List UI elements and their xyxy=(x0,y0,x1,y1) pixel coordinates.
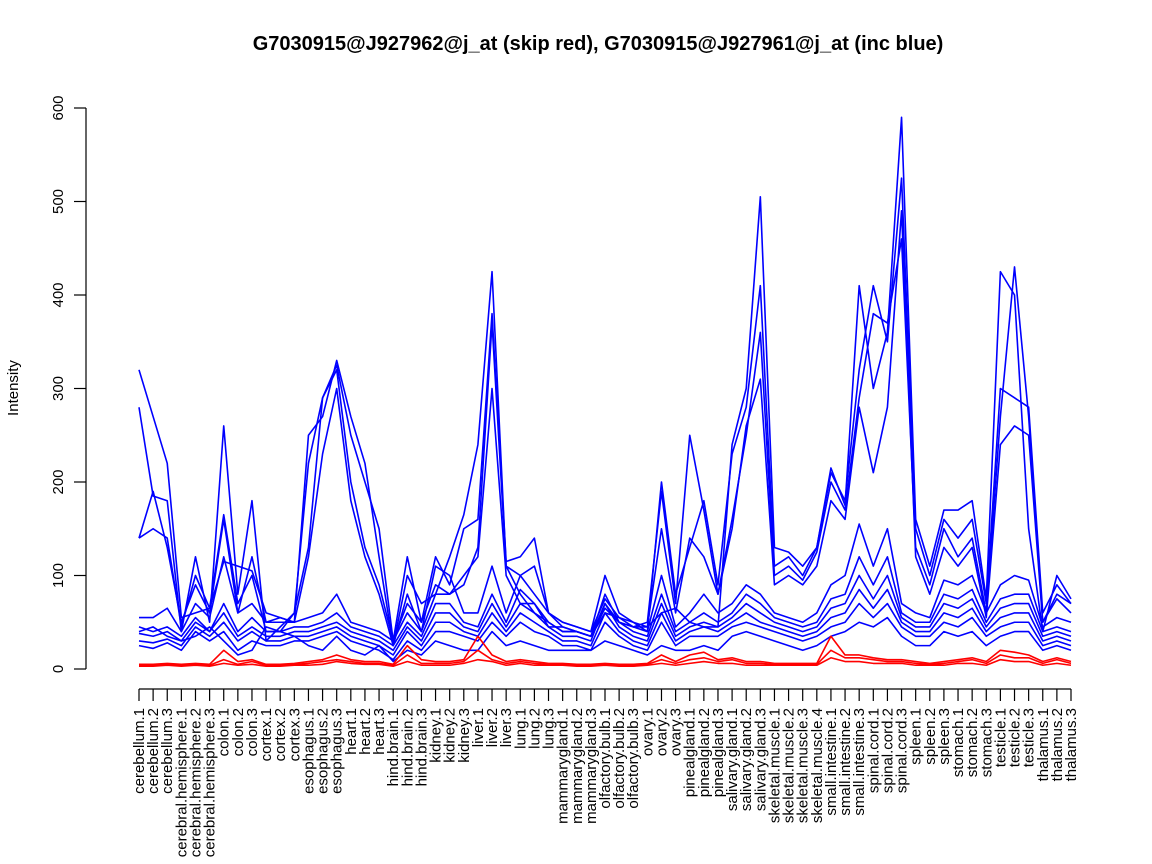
x-tick-label: thalamus.3 xyxy=(1063,708,1080,781)
x-tick-label: mammarygland.3 xyxy=(583,708,600,824)
x-tick-label: ovary.1 xyxy=(639,708,656,756)
x-tick-label: lung.1 xyxy=(512,708,529,749)
x-tick-label: skeletal.muscle.1 xyxy=(766,708,783,823)
x-tick-label: cortex.2 xyxy=(272,708,289,761)
x-tick-label: esophagus.3 xyxy=(329,708,346,794)
y-tick-label: 600 xyxy=(50,95,67,120)
x-tick-label: liver.2 xyxy=(484,708,501,747)
y-axis-label: Intensity xyxy=(5,360,22,416)
series-line-6 xyxy=(138,556,1072,647)
x-tick-label: cerebellum.2 xyxy=(145,708,162,794)
x-tick-label: spinal.cord.1 xyxy=(865,708,882,793)
x-tick-label: spinal.cord.3 xyxy=(894,708,911,793)
series-line-10 xyxy=(138,616,1072,663)
x-tick-label: liver.3 xyxy=(498,708,515,747)
series-line-3 xyxy=(138,238,1072,642)
series-line-5 xyxy=(139,523,1072,642)
x-tick-label: hind.brain.1 xyxy=(385,708,402,786)
series-line-9 xyxy=(138,602,1072,661)
y-tick-label: 0 xyxy=(50,665,67,673)
x-tick-label: esophagus.1 xyxy=(300,708,317,794)
x-tick-label: skeletal.muscle.3 xyxy=(795,708,812,823)
x-tick-label: spleen.3 xyxy=(936,708,953,765)
x-tick-label: salivary.gland.2 xyxy=(738,708,755,811)
x-tick-label: kidney.1 xyxy=(428,708,445,763)
y-tick-label: 500 xyxy=(50,189,67,214)
x-tick-label: heart.2 xyxy=(357,708,374,755)
x-tick-label: cerebral.hemisphere.3 xyxy=(202,708,219,857)
x-tick-label: ovary.2 xyxy=(653,708,670,756)
x-tick-label: cerebral.hemisphere.1 xyxy=(173,708,190,857)
series-line-11 xyxy=(139,635,1072,666)
x-tick-label: thalamus.1 xyxy=(1035,708,1052,781)
x-tick-label: skeletal.muscle.4 xyxy=(809,708,826,823)
x-tick-label: hind.brain.2 xyxy=(399,708,416,786)
x-tick-label: thalamus.2 xyxy=(1049,708,1066,781)
x-tick-label: stomach.2 xyxy=(964,708,981,777)
x-tick-label: skeletal.muscle.2 xyxy=(781,708,798,823)
x-tick-label: small.intestine.1 xyxy=(823,708,840,816)
x-tick-label: colon.1 xyxy=(216,708,233,756)
x-tick-label: mammarygland.2 xyxy=(569,708,586,824)
x-tick-label: cortex.3 xyxy=(286,708,303,761)
x-tick-label: olfactory.bulb.3 xyxy=(625,708,642,809)
x-tick-label: hind.brain.3 xyxy=(413,708,430,786)
x-tick-label: kidney.3 xyxy=(456,708,473,763)
x-tick-label: testicle.1 xyxy=(992,708,1009,767)
x-tick-label: mammarygland.1 xyxy=(555,708,572,824)
x-tick-label: heart.3 xyxy=(371,708,388,755)
series-line-1 xyxy=(138,116,1072,647)
x-tick-label: pinealgland.3 xyxy=(710,708,727,797)
x-tick-label: colon.3 xyxy=(244,708,261,756)
x-tick-label: ovary.3 xyxy=(668,708,685,756)
x-tick-label: testicle.3 xyxy=(1021,708,1038,767)
series-line-13 xyxy=(139,656,1072,667)
x-tick-label: small.intestine.3 xyxy=(851,708,868,816)
y-axis: 0 100 200 300 400 500 600 xyxy=(50,95,87,673)
x-tick-label: colon.2 xyxy=(230,708,247,756)
y-tick-label: 100 xyxy=(50,563,67,588)
x-tick-label: spleen.2 xyxy=(922,708,939,765)
x-tick-label: lung.3 xyxy=(541,708,558,749)
x-tick-label: pinealgland.1 xyxy=(682,708,699,797)
series-line-2 xyxy=(138,177,1072,642)
x-axis: cerebellum.1cerebellum.2cerebellum.3cere… xyxy=(131,688,1080,857)
x-tick-label: spleen.1 xyxy=(908,708,925,765)
x-tick-label: cerebral.hemisphere.2 xyxy=(187,708,204,857)
x-tick-label: lung.2 xyxy=(526,708,543,749)
x-tick-label: salivary.gland.1 xyxy=(724,708,741,811)
x-tick-label: spinal.cord.2 xyxy=(879,708,896,793)
x-tick-label: stomach.1 xyxy=(950,708,967,777)
x-tick-label: olfactory.bulb.1 xyxy=(597,708,614,809)
series-line-12 xyxy=(139,649,1072,667)
x-tick-label: cortex.1 xyxy=(258,708,275,761)
x-tick-label: small.intestine.2 xyxy=(837,708,854,816)
x-tick-label: kidney.2 xyxy=(442,708,459,763)
y-tick-label: 400 xyxy=(50,282,67,307)
x-tick-label: cerebellum.3 xyxy=(159,708,176,794)
y-tick-label: 200 xyxy=(50,469,67,494)
x-tick-label: pinealgland.2 xyxy=(696,708,713,797)
x-tick-label: testicle.2 xyxy=(1007,708,1024,767)
x-tick-label: cerebellum.1 xyxy=(131,708,148,794)
x-tick-label: olfactory.bulb.2 xyxy=(611,708,628,809)
y-tick-label: 300 xyxy=(50,376,67,401)
x-tick-label: salivary.gland.3 xyxy=(752,708,769,811)
x-tick-label: stomach.3 xyxy=(978,708,995,777)
chart-title: G7030915@J927962@j_at (skip red), G70309… xyxy=(253,33,944,55)
x-tick-label: liver.1 xyxy=(470,708,487,747)
x-tick-label: heart.1 xyxy=(343,708,360,755)
series-line-7 xyxy=(138,574,1072,652)
x-tick-label: esophagus.2 xyxy=(315,708,332,794)
series-layer xyxy=(138,116,1072,667)
